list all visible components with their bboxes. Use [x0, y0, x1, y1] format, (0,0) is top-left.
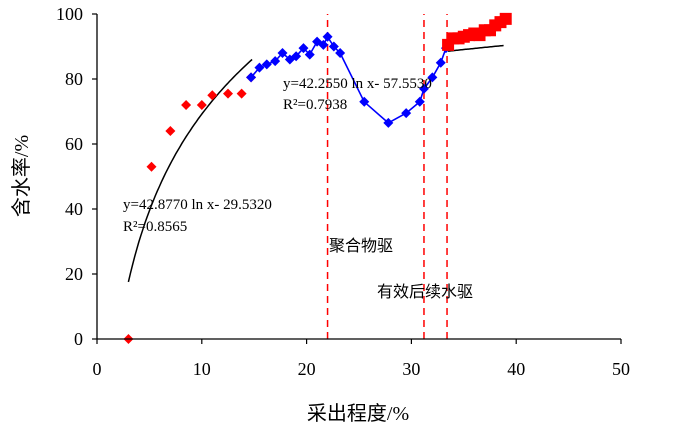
- eq2-r2-text: R²=0.7938: [283, 97, 347, 113]
- data-point: [318, 39, 329, 50]
- phase-label-polymer: 聚合物驱: [329, 237, 393, 255]
- data-point: [414, 96, 425, 107]
- y-tick-label: 60: [65, 134, 83, 154]
- eq1-text: y=42.8770 ln x- 29.5320: [123, 197, 272, 213]
- data-point: [335, 48, 346, 58]
- data-point: [254, 62, 265, 73]
- phase-label-followup: 有效后续水驱: [377, 283, 473, 301]
- data-point: [246, 72, 257, 83]
- data-point: [427, 72, 438, 83]
- data-point: [165, 126, 176, 136]
- y-tick-label: 40: [65, 199, 83, 219]
- y-tick-label: 20: [65, 264, 83, 284]
- y-tick-label: 100: [56, 4, 83, 24]
- data-point: [383, 117, 394, 128]
- data-point: [322, 31, 333, 42]
- data-point: [223, 88, 233, 99]
- data-point: [298, 43, 309, 54]
- axes: 0 10 20 30 40 50 0 20 40 60 80 100: [56, 4, 630, 379]
- data-point: [359, 96, 370, 107]
- phase-dividers: [326, 14, 448, 339]
- data-point: [146, 161, 157, 172]
- data-point: [304, 49, 315, 60]
- y-tick-label: 0: [74, 329, 83, 349]
- data-point: [277, 48, 288, 58]
- x-tick-label: 10: [193, 359, 211, 379]
- data-point: [270, 56, 281, 67]
- y-tick-label: 80: [65, 69, 83, 89]
- x-tick-label: 50: [612, 359, 630, 379]
- data-point: [291, 51, 302, 62]
- x-tick-label: 0: [93, 359, 102, 379]
- data-point: [499, 12, 512, 25]
- fit-curve: [448, 44, 504, 52]
- series-line: [250, 35, 447, 124]
- fit-curve: [127, 58, 253, 283]
- x-axis-title: 采出程度/%: [307, 402, 409, 425]
- y-axis-title: 含水率/%: [10, 135, 33, 217]
- x-tick-label: 40: [507, 359, 525, 379]
- data-point: [401, 108, 412, 119]
- data-point: [328, 41, 339, 52]
- data-point: [435, 57, 446, 68]
- data-point: [236, 88, 247, 99]
- eq1-r2-text: R²=0.8565: [123, 219, 187, 235]
- data-point: [261, 59, 272, 70]
- fit-curves: [127, 44, 504, 283]
- data-point: [418, 83, 429, 94]
- data-point: [181, 100, 192, 110]
- eq2-text: y=42.2550 ln x- 57.5530: [283, 76, 432, 92]
- x-tick-label: 30: [402, 359, 420, 379]
- x-tick-label: 20: [298, 359, 316, 379]
- data-point: [207, 90, 218, 101]
- data-point: [196, 100, 207, 110]
